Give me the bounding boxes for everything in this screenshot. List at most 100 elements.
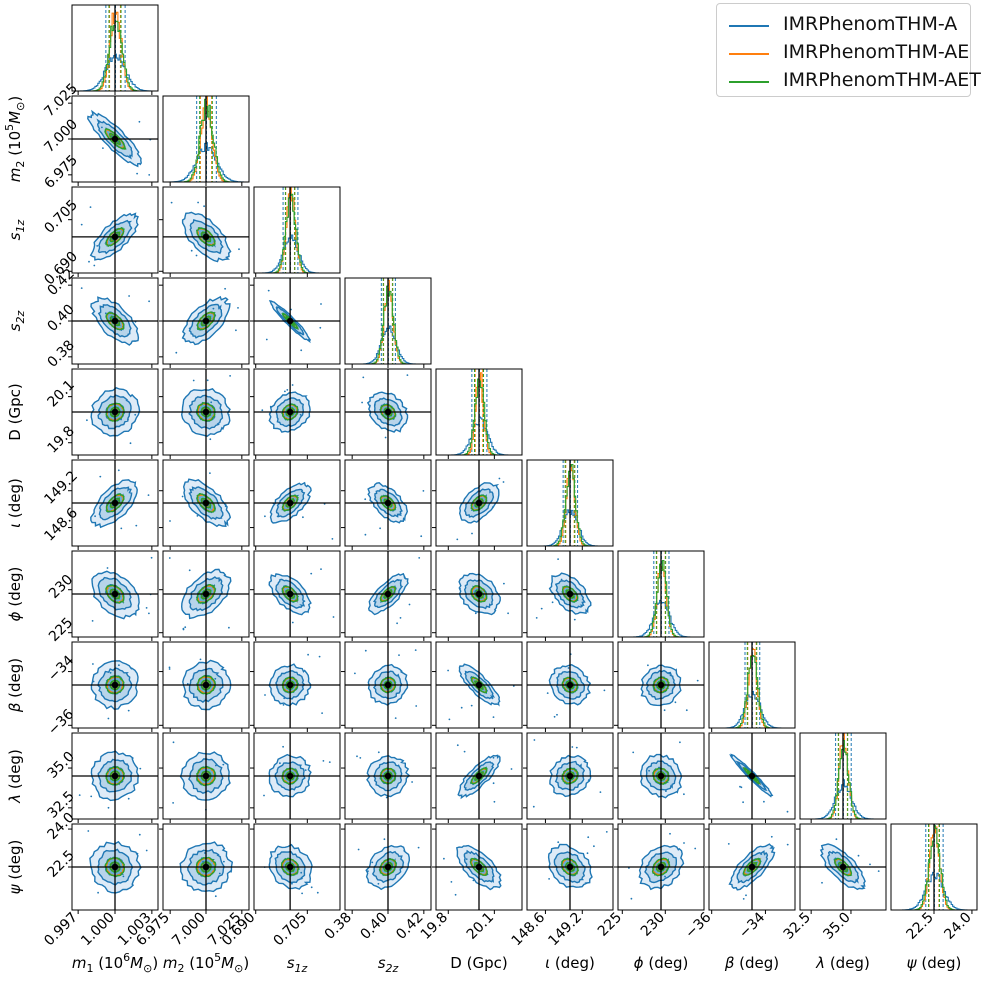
outlier-dot — [857, 854, 860, 857]
x-tick-label: 22.5 — [903, 910, 936, 943]
outlier-dot — [696, 679, 699, 682]
contour-series-2-level-0 — [196, 765, 216, 787]
truth-marker — [475, 590, 483, 598]
outlier-dot — [310, 572, 313, 575]
outlier-dot — [470, 704, 473, 707]
outlier-dot — [669, 832, 671, 835]
outlier-dot — [147, 494, 150, 496]
outlier-dot — [276, 515, 279, 518]
outlier-dot — [129, 442, 132, 445]
panel-content — [72, 642, 158, 728]
truth-marker — [384, 772, 392, 780]
panel-content — [72, 96, 158, 182]
outlier-dot — [237, 307, 239, 309]
outlier-dot — [377, 882, 380, 885]
legend-line-aet — [729, 81, 769, 83]
truth-marker — [657, 681, 665, 689]
outlier-dot — [535, 617, 538, 619]
contour-series-2-level-0 — [105, 226, 125, 248]
x-tick-label: −34 — [736, 909, 768, 941]
legend-label-a: IMRPhenomTHM-A — [783, 13, 958, 35]
panel-8-7 — [705, 732, 796, 823]
outlier-dot — [557, 558, 559, 560]
panel-frame — [253, 732, 341, 820]
outlier-dot — [139, 767, 142, 770]
outlier-dot — [299, 413, 302, 416]
outlier-dot — [320, 303, 322, 305]
panel-4-4 — [435, 368, 523, 459]
outlier-dot — [134, 413, 137, 416]
panel-content — [345, 460, 431, 546]
panel-8-0: 32.535.0 — [44, 732, 159, 823]
outlier-dot — [507, 612, 509, 615]
panel-content — [618, 824, 704, 910]
outlier-dot — [760, 853, 763, 855]
outlier-dot — [78, 794, 81, 796]
outlier-dot — [120, 527, 123, 530]
panel-content — [72, 824, 158, 910]
panel-0-0 — [71, 4, 159, 95]
truth-marker — [286, 408, 294, 416]
panel-5-1 — [159, 459, 250, 550]
outlier-dot — [456, 744, 459, 747]
contour-series-2-level-0 — [470, 767, 488, 785]
outlier-dot — [202, 860, 205, 863]
outlier-dot — [94, 515, 96, 518]
outlier-dot — [145, 607, 148, 609]
outlier-dot — [92, 663, 94, 665]
panel-content — [254, 733, 340, 819]
outlier-dot — [168, 557, 171, 559]
outlier-dot — [269, 405, 272, 408]
outlier-dot — [80, 287, 83, 289]
y-tick-label: 19.8 — [44, 423, 77, 456]
x-tick-label: 149.2 — [545, 910, 585, 950]
outlier-dot — [301, 892, 303, 895]
panel-content — [709, 733, 795, 819]
outlier-dot — [510, 768, 513, 770]
outlier-dot — [93, 264, 96, 267]
panel-content — [345, 369, 431, 455]
hist-series-2 — [618, 560, 704, 637]
x-axis-label: D (Gpc) — [450, 954, 507, 972]
panel-frame — [253, 459, 341, 547]
outlier-dot — [502, 481, 505, 483]
outlier-dot — [463, 750, 466, 753]
hist-series-2 — [891, 825, 977, 910]
truth-marker — [475, 499, 483, 507]
outlier-dot — [172, 802, 175, 804]
outlier-dot — [223, 860, 225, 863]
outlier-dot — [263, 794, 265, 797]
outlier-dot — [398, 654, 400, 656]
outlier-dot — [663, 709, 666, 712]
outlier-dot — [665, 790, 667, 792]
panel-content — [254, 278, 340, 364]
outlier-dot — [328, 761, 331, 763]
outlier-dot — [127, 418, 129, 421]
truth-marker — [384, 408, 392, 416]
y-axis-label: s2z — [6, 310, 27, 331]
outlier-dot — [567, 667, 570, 669]
outlier-dot — [265, 338, 268, 341]
outlier-dot — [87, 830, 90, 832]
panel-content — [72, 278, 158, 364]
outlier-dot — [320, 568, 322, 570]
outlier-dot — [587, 836, 590, 839]
outlier-dot — [694, 847, 697, 850]
contour-series-2-level-0 — [195, 856, 217, 878]
outlier-dot — [316, 891, 319, 894]
outlier-dot — [648, 769, 650, 772]
outlier-dot — [362, 376, 365, 379]
panel-4-3 — [341, 368, 432, 459]
outlier-dot — [80, 223, 83, 226]
outlier-dot — [411, 781, 413, 783]
outlier-dot — [279, 762, 281, 765]
panel-7-4 — [432, 641, 523, 732]
outlier-dot — [739, 785, 741, 788]
x-tick-label: 19.8 — [418, 910, 451, 943]
truth-marker — [286, 317, 294, 325]
y-tick-label: 7.025 — [41, 81, 81, 121]
outlier-dot — [101, 126, 103, 129]
panel-content — [163, 369, 249, 455]
